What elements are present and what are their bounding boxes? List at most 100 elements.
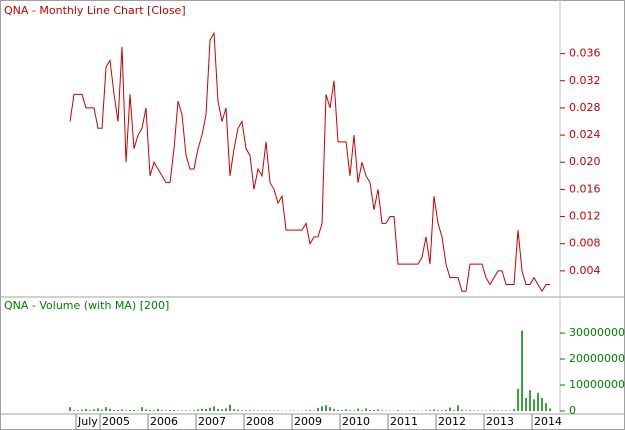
volume-bar <box>165 410 167 411</box>
volume-bar <box>93 409 95 411</box>
volume-bar <box>77 410 79 411</box>
volume-bar <box>449 407 451 411</box>
volume-bar <box>217 408 219 411</box>
volume-bar <box>193 410 195 411</box>
volume-bar <box>205 408 207 411</box>
y-tick-label: 0.008 <box>569 237 601 250</box>
volume-bar <box>377 409 379 411</box>
volume-bar <box>109 408 111 411</box>
volume-bar <box>549 408 551 411</box>
volume-bar <box>353 410 355 411</box>
volume-bar <box>249 410 251 411</box>
volume-bar <box>237 409 239 411</box>
volume-bar <box>341 410 343 411</box>
volume-bar <box>117 410 119 411</box>
y-tick-label: 0.024 <box>569 128 601 141</box>
volume-bar <box>541 398 543 411</box>
volume-bar <box>537 392 539 411</box>
volume-bar <box>121 409 123 411</box>
volume-bar <box>517 388 519 411</box>
volume-bar <box>113 409 115 411</box>
volume-bar <box>129 409 131 411</box>
volume-bar <box>149 409 151 411</box>
volume-bar <box>521 330 523 411</box>
y-tick-label: 10000000 <box>569 378 625 391</box>
volume-bar <box>309 410 311 411</box>
volume-bar <box>473 410 475 411</box>
volume-bar <box>497 410 499 411</box>
x-tick-label: 2009 <box>294 415 322 428</box>
y-tick-label: 0.032 <box>569 74 601 87</box>
volume-bar <box>197 409 199 411</box>
y-tick-label: 0 <box>569 404 576 417</box>
x-tick-label: 2006 <box>150 415 178 428</box>
volume-bar <box>89 410 91 411</box>
x-tick-label: 2008 <box>246 415 274 428</box>
volume-title: QNA - Volume (with MA) [200] <box>4 299 169 312</box>
volume-bar <box>513 409 515 411</box>
y-tick-label: 0.012 <box>569 210 601 223</box>
volume-bar <box>169 410 171 411</box>
y-tick-label: 0.028 <box>569 101 601 114</box>
volume-bar <box>185 410 187 411</box>
volume-bar <box>137 410 139 411</box>
x-tick-label: 2010 <box>342 415 370 428</box>
volume-bar <box>361 410 363 411</box>
volume-bar <box>441 410 443 411</box>
volume-bar <box>133 410 135 411</box>
volume-bar <box>505 410 507 411</box>
price-title: QNA - Monthly Line Chart [Close] <box>4 4 186 17</box>
y-tick-label: 30000000 <box>569 326 625 339</box>
volume-bar <box>385 410 387 411</box>
volume-bar <box>177 410 179 411</box>
volume-bar <box>241 410 243 411</box>
volume-bar <box>313 410 315 411</box>
volume-bar <box>445 409 447 411</box>
volume-bar <box>429 410 431 411</box>
volume-bar <box>373 410 375 411</box>
volume-bar <box>329 407 331 411</box>
volume-bar <box>317 407 319 411</box>
volume-bar <box>545 403 547 411</box>
volume-bar <box>349 410 351 411</box>
volume-bar <box>437 410 439 411</box>
volume-bar <box>269 410 271 411</box>
volume-bar <box>229 404 231 411</box>
volume-bar <box>161 410 163 411</box>
volume-bar <box>337 409 339 411</box>
volume-bar <box>525 398 527 411</box>
volume-bar <box>233 409 235 411</box>
volume-bar <box>101 409 103 411</box>
volume-bar <box>73 410 75 411</box>
volume-bar <box>173 409 175 411</box>
volume-bar <box>125 410 127 411</box>
volume-bar <box>469 410 471 411</box>
volume-bar <box>413 410 415 411</box>
volume-bar <box>465 410 467 411</box>
x-tick-label: July <box>77 415 98 428</box>
y-tick-label: 20000000 <box>569 352 625 365</box>
volume-bar <box>157 408 159 411</box>
y-tick-label: 0.004 <box>569 264 601 277</box>
volume-bar <box>145 409 147 411</box>
volume-bar <box>277 410 279 411</box>
volume-bar <box>213 406 215 411</box>
volume-bar <box>221 409 223 411</box>
volume-bar <box>365 408 367 411</box>
volume-bar <box>529 390 531 411</box>
volume-bar <box>425 410 427 411</box>
volume-bar <box>493 410 495 411</box>
x-tick-label: 2011 <box>390 415 418 428</box>
volume-bar <box>141 407 143 411</box>
x-tick-label: 2012 <box>438 415 466 428</box>
x-tick-label: 2005 <box>102 415 130 428</box>
price-line <box>69 31 551 293</box>
volume-bar <box>325 405 327 411</box>
volume-bar <box>461 409 463 411</box>
volume-bar <box>293 410 295 411</box>
volume-bar <box>453 410 455 411</box>
volume-bar <box>85 408 87 411</box>
volume-bar <box>245 410 247 411</box>
